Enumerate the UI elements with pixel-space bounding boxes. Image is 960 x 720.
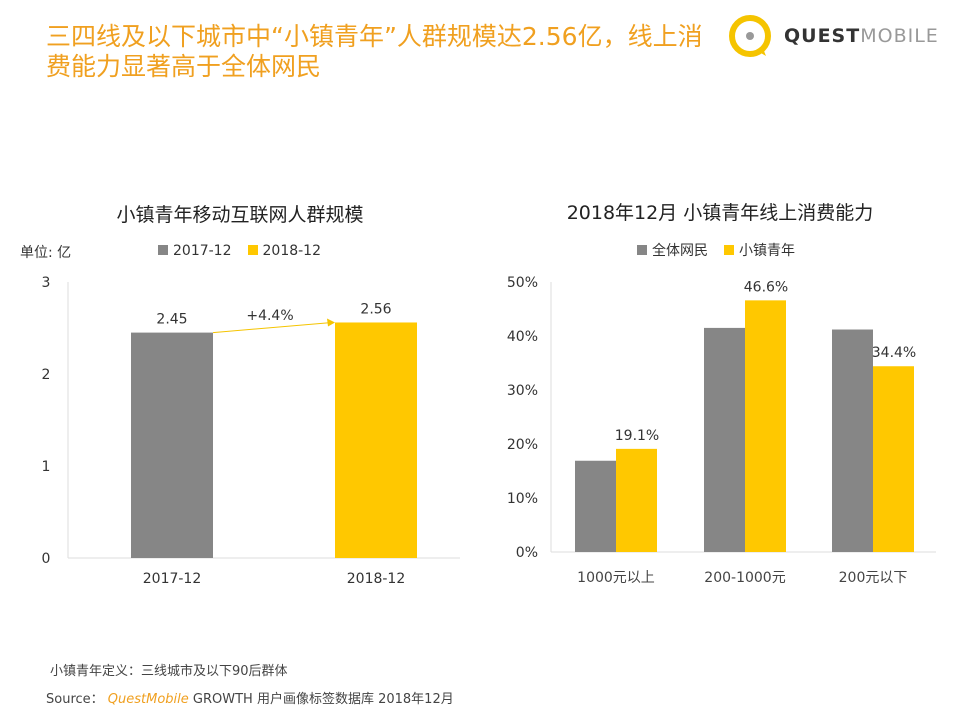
x-tick-label: 200元以下 <box>839 570 908 586</box>
legend-item-2017: 2017-12 <box>158 243 232 259</box>
growth-arrow <box>212 321 333 334</box>
x-tick-label: 2018-12 <box>347 571 406 587</box>
y-tick-label: 40% <box>507 329 538 345</box>
source-brand: QuestMobile <box>107 692 189 707</box>
source-text: GROWTH 用户画像标签数据库 2018年12月 <box>192 692 454 707</box>
definition-note: 小镇青年定义：三线城市及以下90后群体 <box>50 664 288 679</box>
y-tick-label: 50% <box>507 275 538 291</box>
data-label: 19.1% <box>615 428 659 444</box>
source-label: Source： <box>46 692 104 707</box>
source-line: Source： QuestMobile GROWTH 用户画像标签数据库 201… <box>46 688 454 707</box>
left-legend: 2017-12 2018-12 <box>158 243 321 259</box>
y-tick-label: 1 <box>42 459 51 475</box>
data-label: 46.6% <box>744 279 788 295</box>
bar-小镇青年-200-1000元 <box>745 300 786 552</box>
left-chart-title: 小镇青年移动互联网人群规模 <box>116 204 364 226</box>
arrow-head <box>327 318 335 327</box>
data-label: 34.4% <box>872 345 916 361</box>
logo-text-light: MOBILE <box>860 25 939 47</box>
bar-全体网民-200-1000元 <box>704 327 745 552</box>
y-tick-label: 0 <box>42 551 51 567</box>
y-tick-label: 10% <box>507 491 538 507</box>
x-tick-label: 2017-12 <box>143 571 202 587</box>
growth-annotation: +4.4% <box>246 308 293 324</box>
logo-icon <box>729 15 771 57</box>
logo-text-bold: QUEST <box>784 25 861 47</box>
legend-item-all: 全体网民 <box>637 240 708 260</box>
bar-2017-12 <box>131 332 213 558</box>
y-tick-label: 30% <box>507 383 538 399</box>
right-chart-title: 2018年12月 小镇青年线上消费能力 <box>566 202 874 224</box>
y-tick-label: 20% <box>507 437 538 453</box>
bar-2018-12 <box>335 322 417 558</box>
questmobile-logo: QUESTMOBILE <box>726 12 939 60</box>
right-legend: 全体网民 小镇青年 <box>637 240 795 260</box>
bar-小镇青年-1000元以上 <box>616 448 657 552</box>
data-label: 2.56 <box>360 301 391 317</box>
y-tick-label: 3 <box>42 275 51 291</box>
bar-小镇青年-200元以下 <box>873 366 914 552</box>
x-tick-label: 1000元以上 <box>577 570 655 586</box>
legend-item-2018: 2018-12 <box>247 243 321 259</box>
x-tick-label: 200-1000元 <box>704 570 785 586</box>
bar-全体网民-1000元以上 <box>575 460 616 552</box>
y-tick-label: 0% <box>516 545 538 561</box>
bar-全体网民-200元以下 <box>832 329 873 552</box>
page-title: 三四线及以下城市中“小镇青年”人群规模达2.56亿，线上消费能力显著高于全体网民 <box>46 22 703 81</box>
legend-item-town: 小镇青年 <box>724 240 795 260</box>
y-tick-label: 2 <box>42 367 51 383</box>
unit-label: 单位: 亿 <box>20 245 72 261</box>
data-label: 2.45 <box>156 312 187 328</box>
